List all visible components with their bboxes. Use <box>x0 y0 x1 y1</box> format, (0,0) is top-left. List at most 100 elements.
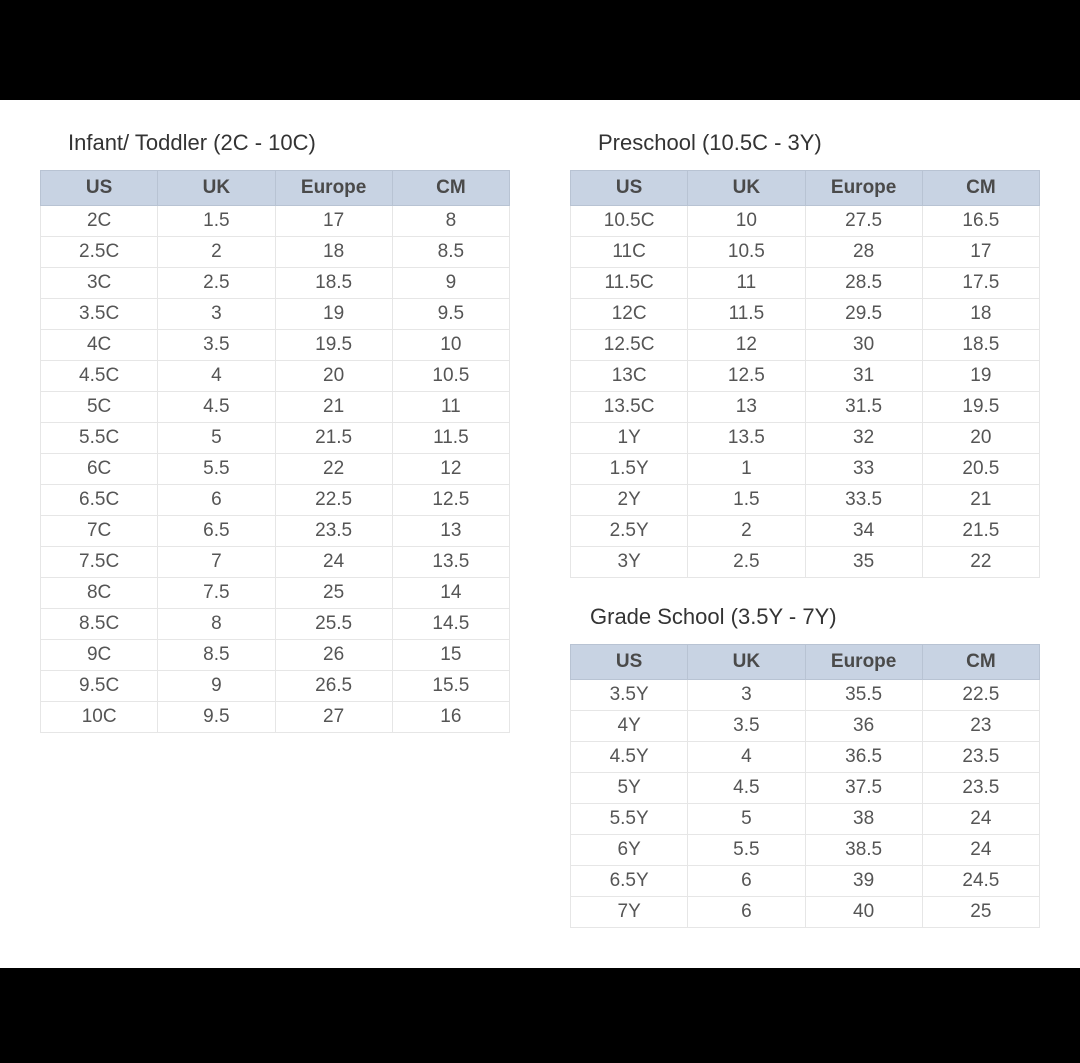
cell: 28 <box>805 237 922 268</box>
table-row: 2.5C2188.5 <box>41 237 510 268</box>
cell: 12.5 <box>392 485 509 516</box>
cell: 20 <box>922 423 1039 454</box>
cell: 17 <box>275 206 392 237</box>
page: Infant/ Toddler (2C - 10C) USUKEuropeCM … <box>0 0 1080 1008</box>
cell: 21 <box>922 485 1039 516</box>
cell: 35.5 <box>805 680 922 711</box>
cell: 3.5 <box>688 711 805 742</box>
cell: 28.5 <box>805 268 922 299</box>
cell: 13C <box>571 361 688 392</box>
infant-header-row: USUKEuropeCM <box>41 171 510 206</box>
cell: 11.5 <box>688 299 805 330</box>
col-header: US <box>41 171 158 206</box>
cell: 8.5 <box>158 640 275 671</box>
cell: 36 <box>805 711 922 742</box>
cell: 19 <box>922 361 1039 392</box>
cell: 26 <box>275 640 392 671</box>
grade-table: USUKEuropeCM 3.5Y335.522.54Y3.536234.5Y4… <box>570 644 1040 928</box>
table-row: 6.5Y63924.5 <box>571 866 1040 897</box>
cell: 12.5C <box>571 330 688 361</box>
cell: 35 <box>805 547 922 578</box>
table-row: 5Y4.537.523.5 <box>571 773 1040 804</box>
cell: 20.5 <box>922 454 1039 485</box>
table-row: 3Y2.53522 <box>571 547 1040 578</box>
table-row: 13C12.53119 <box>571 361 1040 392</box>
col-header: Europe <box>275 171 392 206</box>
cell: 25 <box>275 578 392 609</box>
cell: 1.5 <box>688 485 805 516</box>
cell: 18.5 <box>275 268 392 299</box>
cell: 11.5 <box>392 423 509 454</box>
bottom-band <box>0 968 1080 1008</box>
cell: 15 <box>392 640 509 671</box>
cell: 4.5C <box>41 361 158 392</box>
cell: 6 <box>158 485 275 516</box>
cell: 13 <box>688 392 805 423</box>
cell: 14 <box>392 578 509 609</box>
cell: 24.5 <box>922 866 1039 897</box>
table-row: 12.5C123018.5 <box>571 330 1040 361</box>
cell: 2.5 <box>158 268 275 299</box>
cell: 6C <box>41 454 158 485</box>
cell: 5.5 <box>158 454 275 485</box>
cell: 24 <box>922 835 1039 866</box>
cell: 11C <box>571 237 688 268</box>
infant-title: Infant/ Toddler (2C - 10C) <box>68 130 510 156</box>
cell: 17 <box>922 237 1039 268</box>
cell: 7.5C <box>41 547 158 578</box>
cell: 33 <box>805 454 922 485</box>
preschool-title: Preschool (10.5C - 3Y) <box>598 130 1040 156</box>
table-row: 9C8.52615 <box>41 640 510 671</box>
cell: 6 <box>688 897 805 928</box>
col-header: Europe <box>805 645 922 680</box>
cell: 4 <box>158 361 275 392</box>
table-row: 2.5Y23421.5 <box>571 516 1040 547</box>
table-row: 10.5C1027.516.5 <box>571 206 1040 237</box>
cell: 2 <box>158 237 275 268</box>
cell: 5.5 <box>688 835 805 866</box>
cell: 1Y <box>571 423 688 454</box>
cell: 19 <box>275 299 392 330</box>
table-row: 10C9.52716 <box>41 702 510 733</box>
table-row: 9.5C926.515.5 <box>41 671 510 702</box>
cell: 26.5 <box>275 671 392 702</box>
cell: 2.5 <box>688 547 805 578</box>
cell: 5C <box>41 392 158 423</box>
col-header: CM <box>392 171 509 206</box>
cell: 8 <box>392 206 509 237</box>
cell: 29.5 <box>805 299 922 330</box>
cell: 10.5 <box>688 237 805 268</box>
cell: 10 <box>392 330 509 361</box>
cell: 33.5 <box>805 485 922 516</box>
table-row: 1Y13.53220 <box>571 423 1040 454</box>
cell: 4C <box>41 330 158 361</box>
cell: 22.5 <box>275 485 392 516</box>
cell: 4Y <box>571 711 688 742</box>
cell: 25.5 <box>275 609 392 640</box>
cell: 24 <box>922 804 1039 835</box>
cell: 18 <box>922 299 1039 330</box>
cell: 9.5C <box>41 671 158 702</box>
col-header: CM <box>922 171 1039 206</box>
table-row: 12C11.529.518 <box>571 299 1040 330</box>
cell: 22 <box>275 454 392 485</box>
table-row: 4C3.519.510 <box>41 330 510 361</box>
cell: 16.5 <box>922 206 1039 237</box>
cell: 7Y <box>571 897 688 928</box>
cell: 2.5Y <box>571 516 688 547</box>
cell: 30 <box>805 330 922 361</box>
cell: 6.5Y <box>571 866 688 897</box>
cell: 10C <box>41 702 158 733</box>
cell: 3 <box>158 299 275 330</box>
cell: 11 <box>688 268 805 299</box>
table-row: 8C7.52514 <box>41 578 510 609</box>
cell: 19.5 <box>922 392 1039 423</box>
table-row: 1.5Y13320.5 <box>571 454 1040 485</box>
cell: 9.5 <box>392 299 509 330</box>
cell: 3.5Y <box>571 680 688 711</box>
preschool-table: USUKEuropeCM 10.5C1027.516.511C10.528171… <box>570 170 1040 578</box>
cell: 1.5Y <box>571 454 688 485</box>
cell: 12.5 <box>688 361 805 392</box>
table-row: 7Y64025 <box>571 897 1040 928</box>
cell: 3.5C <box>41 299 158 330</box>
